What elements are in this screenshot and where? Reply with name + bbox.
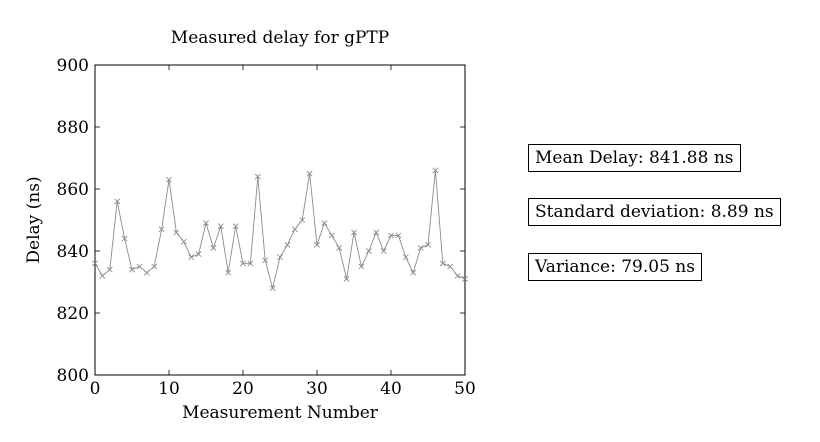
x-tick-label: 0 — [90, 379, 101, 399]
y-axis: 800 820 840 860 880 900 — [57, 56, 465, 386]
x-axis: 0 10 20 30 40 50 — [90, 65, 476, 399]
data-point — [410, 269, 417, 276]
data-point — [328, 232, 335, 239]
data-point — [269, 285, 276, 292]
data-point — [232, 223, 239, 230]
data-point — [143, 269, 150, 276]
data-point — [351, 229, 357, 236]
x-tick-label: 30 — [306, 379, 328, 399]
data-point — [195, 251, 202, 258]
data-point — [158, 226, 165, 233]
data-point — [432, 167, 439, 174]
data-point — [425, 241, 431, 248]
mean-delay-box: Mean Delay: 841.88 ns — [528, 144, 741, 172]
x-axis-label: Measurement Number — [182, 403, 379, 423]
data-point — [129, 266, 135, 273]
data-point — [254, 173, 261, 180]
data-point — [395, 232, 402, 239]
data-point — [151, 263, 158, 270]
data-point — [188, 254, 195, 261]
y-tick-label: 880 — [57, 118, 89, 138]
data-point — [314, 241, 320, 248]
data-point — [462, 275, 468, 282]
data-point — [247, 260, 254, 267]
data-point — [365, 248, 372, 254]
data-point — [106, 266, 113, 273]
y-tick-label: 900 — [57, 56, 89, 76]
x-tick-label: 40 — [380, 379, 402, 399]
data-point — [321, 220, 328, 227]
plot-frame — [94, 64, 466, 376]
data-point — [262, 257, 269, 264]
y-tick-label: 860 — [57, 180, 89, 200]
y-tick-label: 800 — [57, 366, 89, 386]
data-point — [291, 226, 298, 233]
data-point — [417, 244, 424, 251]
data-point — [240, 260, 246, 267]
data-point — [277, 254, 283, 261]
y-axis-label: Delay (ns) — [24, 176, 44, 263]
data-point — [203, 220, 209, 227]
series-markers — [92, 167, 468, 292]
data-point — [343, 275, 350, 282]
data-point — [373, 229, 380, 236]
std-deviation-box: Standard deviation: 8.89 ns — [528, 198, 781, 226]
data-point — [180, 238, 187, 245]
data-point — [173, 229, 180, 236]
x-tick-label: 50 — [454, 379, 476, 399]
series-line — [94, 170, 466, 289]
data-point — [136, 263, 143, 270]
variance-box: Variance: 79.05 ns — [528, 253, 702, 281]
data-point — [299, 217, 306, 223]
data-point — [402, 254, 409, 261]
data-point — [306, 170, 313, 177]
x-tick-label: 20 — [232, 379, 254, 399]
data-point — [99, 272, 106, 279]
data-point — [380, 248, 387, 254]
data-point — [92, 260, 98, 267]
y-tick-label: 840 — [57, 242, 89, 262]
data-point — [114, 198, 121, 205]
data-point — [439, 260, 446, 267]
data-point — [358, 263, 365, 270]
data-point — [166, 176, 172, 183]
delay-line-chart: Measured delay for gPTP 800 820 840 860 880 9… — [24, 28, 476, 423]
chart-title: Measured delay for gPTP — [171, 28, 389, 48]
data-point — [217, 223, 224, 230]
data-point — [454, 272, 461, 279]
x-tick-label: 10 — [158, 379, 180, 399]
data-point — [336, 244, 343, 251]
data-point — [225, 269, 232, 276]
y-tick-label: 820 — [57, 304, 89, 324]
data-point — [210, 244, 217, 251]
data-point — [388, 232, 394, 239]
data-point — [447, 263, 454, 270]
data-point — [121, 235, 128, 242]
data-point — [284, 241, 291, 248]
